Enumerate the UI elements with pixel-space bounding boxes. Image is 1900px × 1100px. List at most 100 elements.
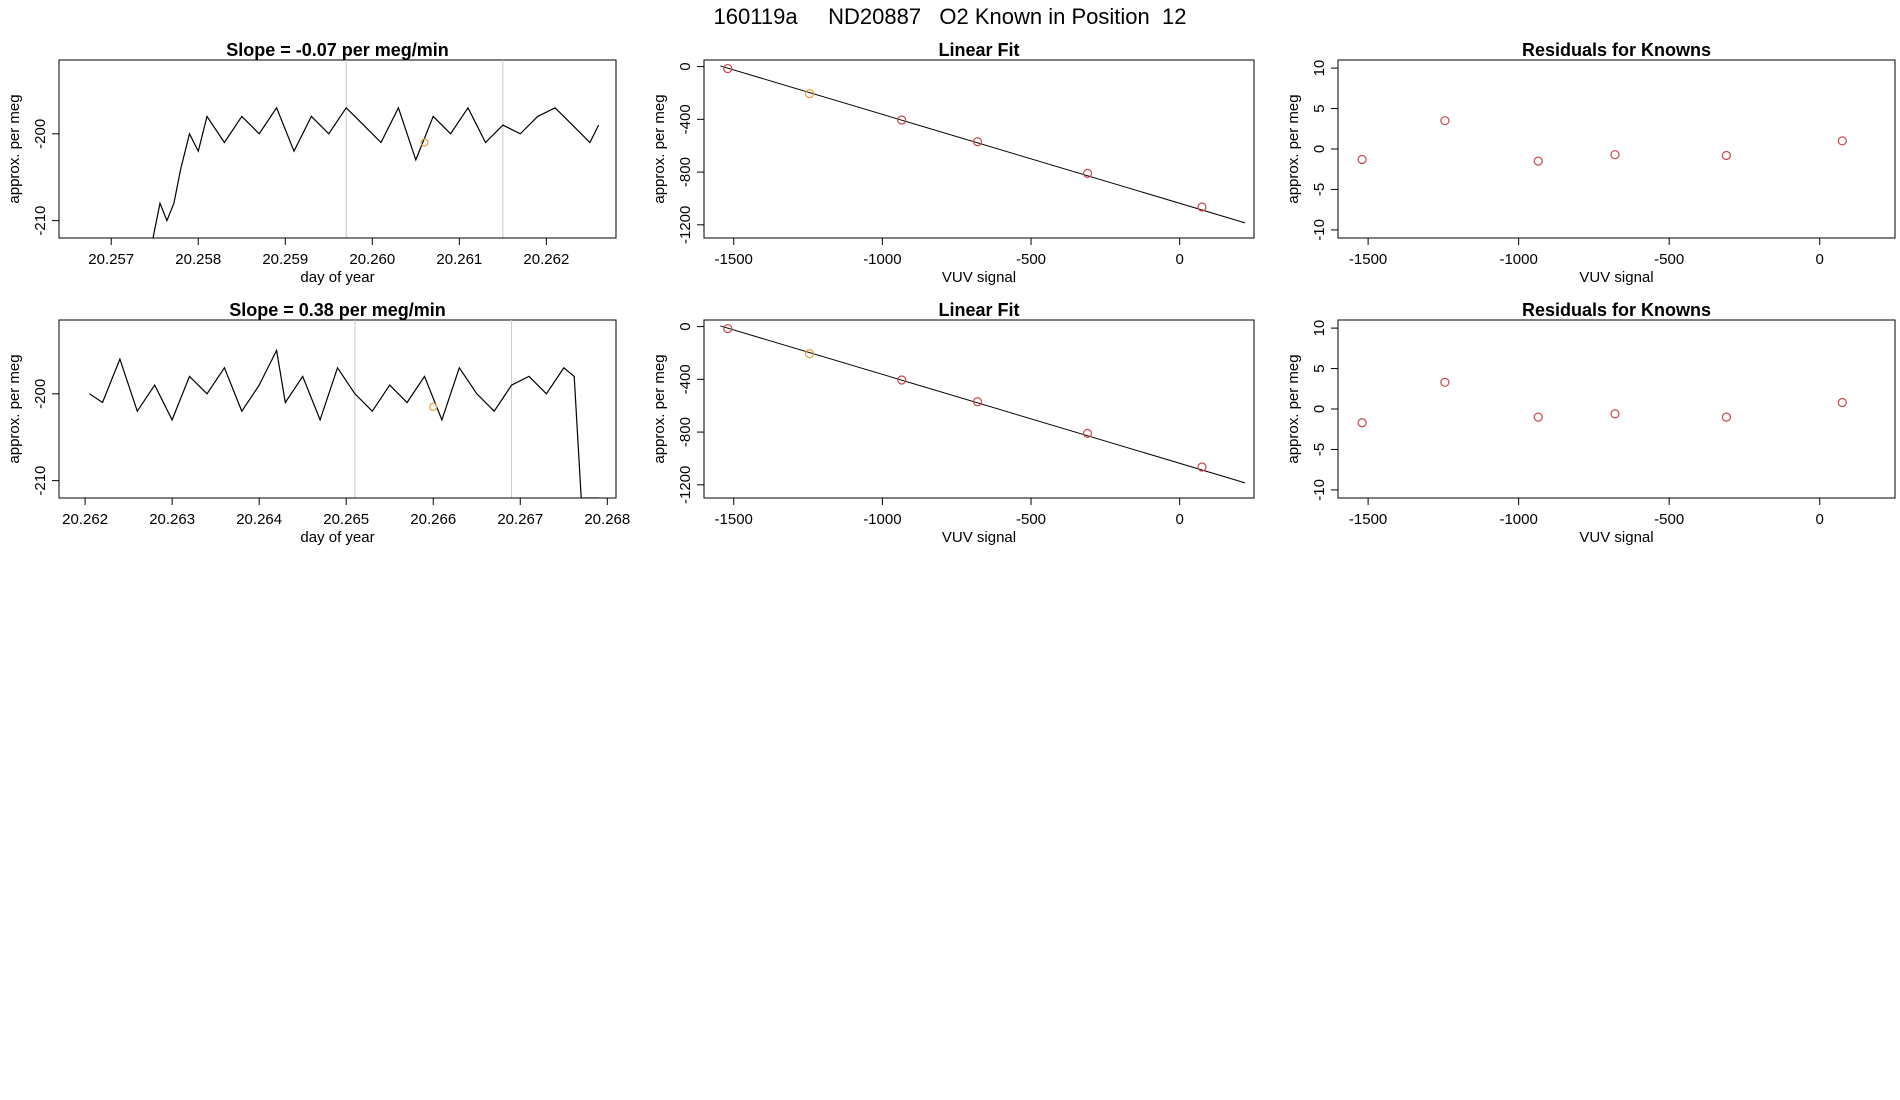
x-tick-label: 20.265 xyxy=(323,511,369,528)
data-point xyxy=(1721,150,1731,161)
x-tick-label: -1500 xyxy=(715,251,753,268)
plot-area xyxy=(152,60,600,238)
panel-title: Slope = 0.38 per meg/min xyxy=(229,300,446,320)
panel-title: Residuals for Knowns xyxy=(1522,40,1711,60)
x-tick-label: 20.261 xyxy=(436,251,482,268)
data-point xyxy=(1440,377,1450,387)
data-point xyxy=(1197,202,1207,212)
y-tick-label: -1200 xyxy=(677,466,694,504)
y-tick-label: -5 xyxy=(1311,183,1328,196)
plot-frame xyxy=(1337,59,1896,239)
y-tick-label: 0 xyxy=(677,62,694,70)
panel-title: Residuals for Knowns xyxy=(1522,300,1711,320)
x-tick-label: 20.266 xyxy=(410,511,456,528)
y-tick-label: 0 xyxy=(1311,145,1328,153)
plot-frame xyxy=(703,59,1255,239)
y-tick-label: -210 xyxy=(32,466,49,496)
plot-panel-3: Residuals for Knowns -1500 -1000 -500 0 VUV s… xyxy=(1285,40,1896,286)
y-tick-label: 10 xyxy=(1311,60,1328,77)
data-point xyxy=(1610,409,1620,419)
x-tick-label: -1500 xyxy=(1349,251,1387,268)
data-point xyxy=(804,89,815,99)
plot-panel-5: Linear Fit -1500 -1000 -500 0 VUV signal 0 -400… xyxy=(651,300,1255,546)
fit-line xyxy=(720,325,1246,484)
plot-panel-6: Residuals for Knowns -1500 -1000 -500 0 VUV s… xyxy=(1285,300,1896,546)
plot-area xyxy=(89,320,599,498)
y-tick-label: -1200 xyxy=(677,206,694,244)
data-point xyxy=(1082,428,1093,438)
plot-area xyxy=(1357,116,1847,166)
x-axis-label: VUV signal xyxy=(942,269,1016,286)
plot-frame xyxy=(1337,319,1896,499)
x-tick-label: -1500 xyxy=(1349,511,1387,528)
y-axis-label: approx. per meg xyxy=(651,354,668,463)
x-tick-label: -500 xyxy=(1016,511,1046,528)
plot-panel-1: Slope = -0.07 per meg/min 20.257 20.258 20.… xyxy=(6,40,617,286)
data-point xyxy=(1837,136,1847,146)
x-axis-label: day of year xyxy=(300,529,374,546)
data-point xyxy=(972,397,983,407)
series-line xyxy=(152,106,600,238)
y-tick-label: -400 xyxy=(677,104,694,134)
y-axis-label: approx. per meg xyxy=(651,94,668,203)
highlight-point xyxy=(429,402,438,411)
panel-title: Slope = -0.07 per meg/min xyxy=(226,40,449,60)
x-tick-label: 20.264 xyxy=(236,511,282,528)
y-tick-label: -210 xyxy=(32,206,49,236)
x-axis-label: VUV signal xyxy=(1579,529,1653,546)
y-tick-label: 0 xyxy=(1311,405,1328,413)
x-tick-label: -1000 xyxy=(863,251,901,268)
x-tick-label: 0 xyxy=(1176,251,1184,268)
data-point xyxy=(1837,397,1847,408)
data-point xyxy=(1610,150,1620,160)
x-tick-label: -1000 xyxy=(1499,511,1537,528)
x-tick-label: 20.263 xyxy=(149,511,195,528)
x-tick-label: 20.262 xyxy=(523,251,569,268)
y-tick-label: -200 xyxy=(32,119,49,149)
data-point xyxy=(804,349,815,359)
x-tick-label: -1000 xyxy=(863,511,901,528)
y-tick-label: -10 xyxy=(1311,219,1328,241)
y-tick-label: 10 xyxy=(1311,320,1328,337)
x-tick-label: 20.258 xyxy=(175,251,221,268)
x-tick-label: -1000 xyxy=(1499,251,1537,268)
x-tick-label: -500 xyxy=(1654,511,1684,528)
panel-title: Linear Fit xyxy=(938,300,1019,320)
x-tick-label: 20.268 xyxy=(584,511,630,528)
page-title: 160119a ND20887 O2 Known in Position 12 xyxy=(713,4,1187,29)
plot-frame xyxy=(703,319,1255,499)
series-line xyxy=(89,348,599,498)
data-point xyxy=(897,115,907,125)
y-tick-label: -800 xyxy=(677,417,694,447)
x-tick-label: 20.259 xyxy=(262,251,308,268)
y-tick-label: -800 xyxy=(677,157,694,187)
highlight-point xyxy=(420,138,429,147)
data-point xyxy=(1082,168,1093,178)
data-point xyxy=(1357,418,1367,428)
data-point xyxy=(1533,156,1543,166)
x-tick-label: -500 xyxy=(1654,251,1684,268)
y-tick-label: -10 xyxy=(1311,479,1328,501)
x-tick-label: 0 xyxy=(1816,511,1824,528)
x-axis-label: VUV signal xyxy=(942,529,1016,546)
plot-frame xyxy=(58,59,617,239)
y-tick-label: -5 xyxy=(1311,443,1328,456)
plot-panel-4: Slope = 0.38 per meg/min 20.262 20.263 20.2… xyxy=(6,300,630,546)
x-tick-label: 20.267 xyxy=(497,511,543,528)
y-axis-label: approx. per meg xyxy=(1285,354,1302,463)
plot-area xyxy=(720,323,1246,484)
data-point xyxy=(972,137,983,147)
panel-title: Linear Fit xyxy=(938,40,1019,60)
x-tick-label: 0 xyxy=(1176,511,1184,528)
plot-panel-2: Linear Fit -1500 -1000 -500 0 VUV signal 0 -400… xyxy=(651,40,1255,286)
y-tick-label: 0 xyxy=(677,322,694,330)
y-axis-label: approx. per meg xyxy=(6,354,23,463)
plot-frame xyxy=(58,319,617,499)
y-axis-label: approx. per meg xyxy=(6,94,23,203)
data-point xyxy=(723,323,733,334)
x-tick-label: 0 xyxy=(1816,251,1824,268)
data-point xyxy=(1197,462,1207,472)
x-tick-label: 20.257 xyxy=(88,251,134,268)
x-tick-label: 20.260 xyxy=(349,251,395,268)
